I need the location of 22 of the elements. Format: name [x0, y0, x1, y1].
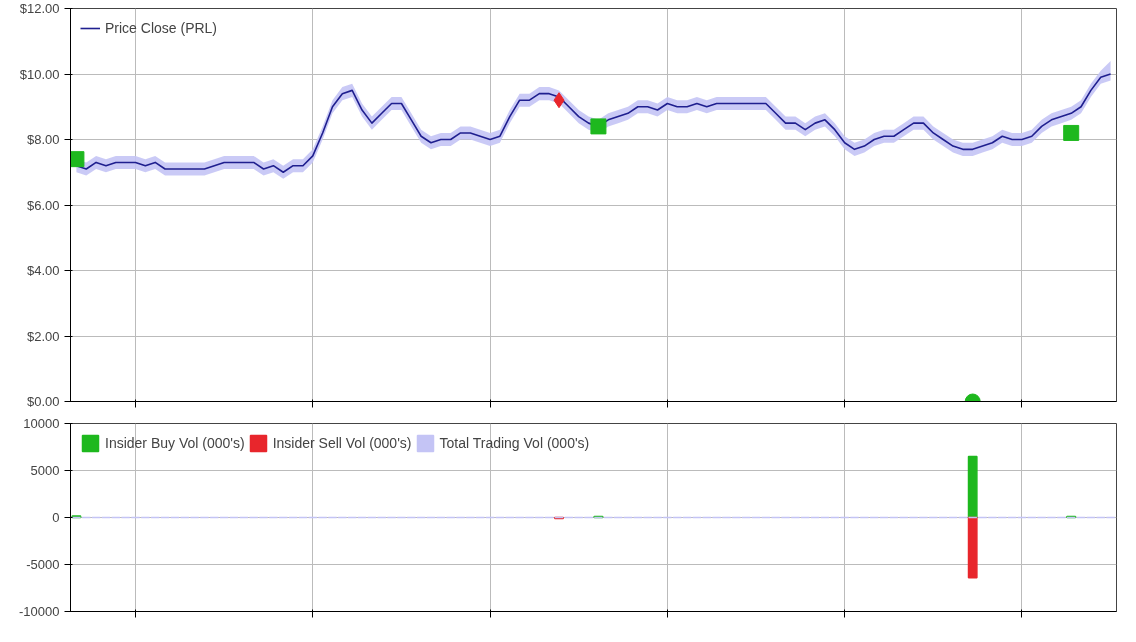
point: [590, 118, 607, 135]
y-tick-label: $8.00: [26, 132, 60, 147]
y-tick-label: $4.00: [26, 263, 60, 278]
y-tick-label: $0.00: [26, 394, 60, 409]
y-tick-label: -5000: [26, 557, 60, 572]
y-tick-label: $6.00: [26, 197, 60, 213]
y-tick-label: 0: [52, 510, 60, 525]
point: [553, 92, 565, 109]
legend-label: Total Trading Vol (000's): [439, 435, 590, 451]
legend-label: Insider Buy Vol (000's): [105, 435, 245, 451]
point: [70, 151, 85, 168]
legend-label: Price Close (PRL): [105, 20, 218, 36]
legend-label: Insider Sell Vol (000's): [272, 435, 412, 451]
y-tick-label: $12.00: [19, 1, 60, 16]
y-tick-label: 5000: [30, 463, 60, 478]
y-tick-label: $10.00: [19, 66, 60, 82]
bar: [967, 455, 978, 519]
point: [1063, 124, 1080, 141]
bar: [967, 516, 978, 579]
y-tick-label: -10000: [19, 604, 60, 619]
y-tick-label: 10000: [23, 416, 60, 431]
y-tick-label: $2.00: [26, 328, 60, 344]
